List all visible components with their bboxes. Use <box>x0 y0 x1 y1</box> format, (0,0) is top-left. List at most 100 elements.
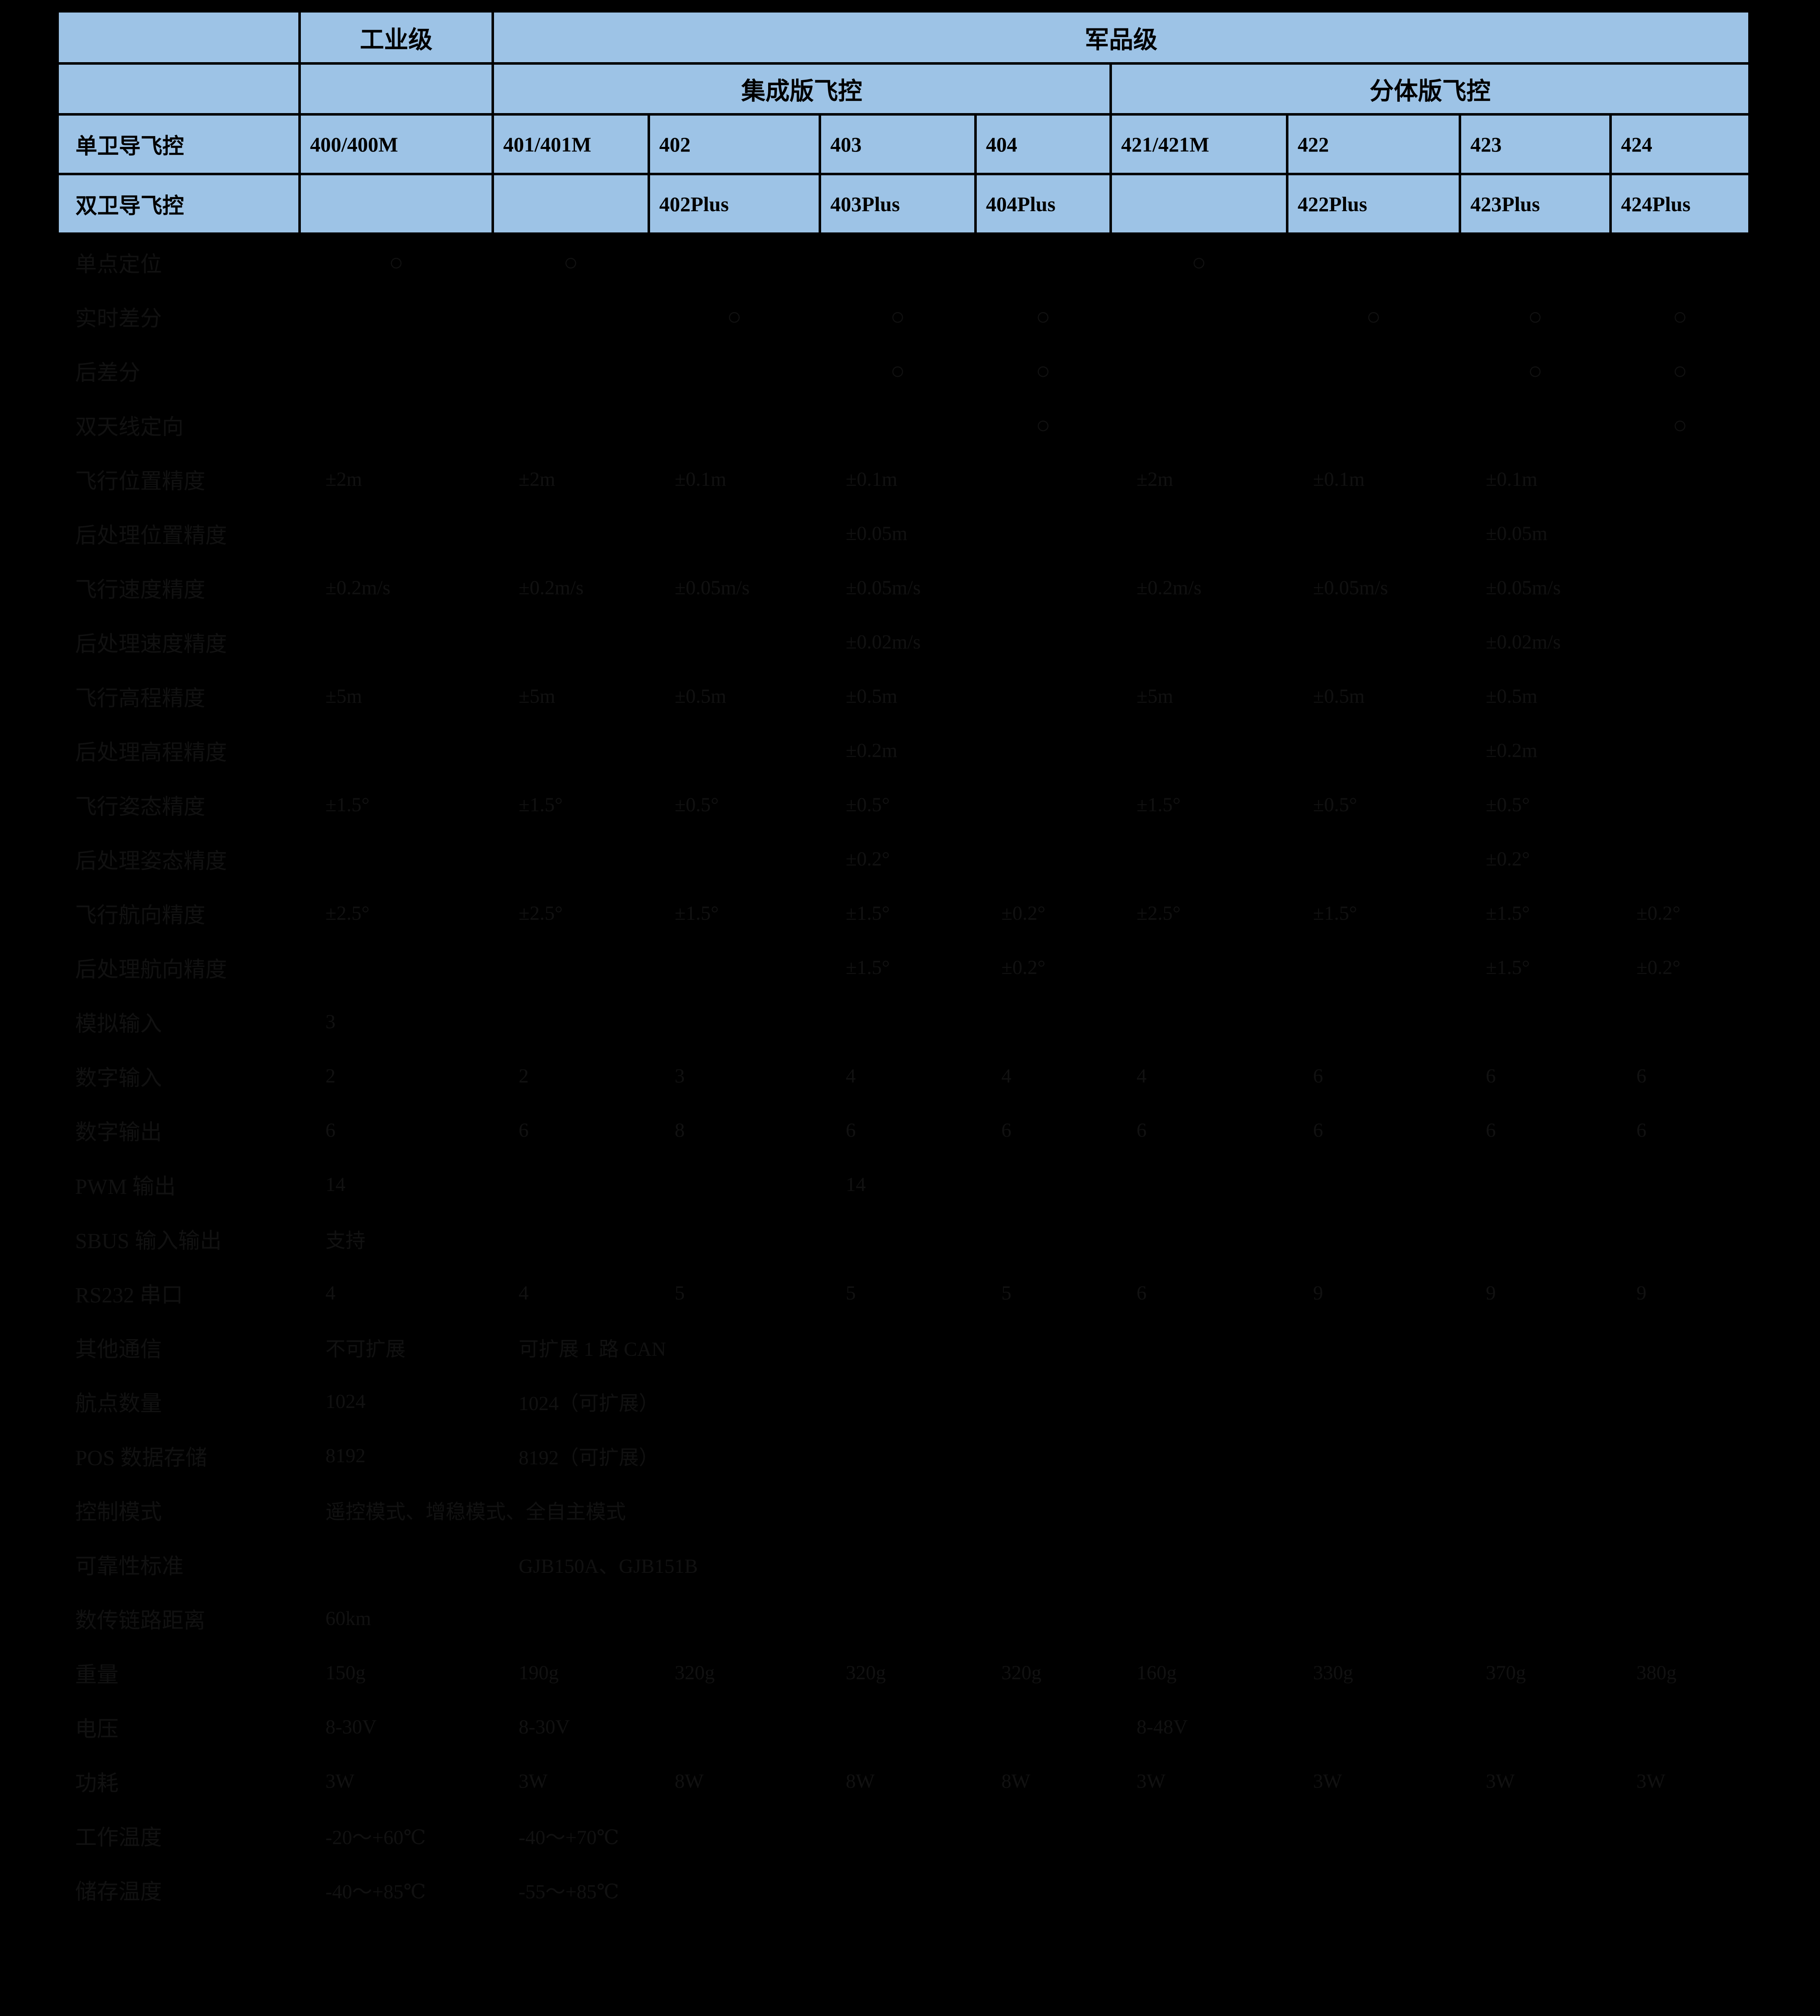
spec-cell <box>1611 1428 1749 1483</box>
spec-cell <box>976 1591 1111 1645</box>
spec-cell <box>1460 1700 1611 1754</box>
spec-cell <box>820 398 976 452</box>
spec-cell: ±5m <box>325 685 362 707</box>
table-row: 航点数量 1024 1024（可扩展） <box>58 1374 1749 1428</box>
spec-cell: 8192（可扩展） <box>519 1447 659 1469</box>
row-label: RS232 串口 <box>75 1283 183 1307</box>
spec-cell: 6 <box>846 1119 856 1141</box>
spec-cell <box>493 289 649 343</box>
spec-cell: ±0.2° <box>1486 848 1530 870</box>
model-cell: 402Plus <box>648 173 821 235</box>
spec-cell <box>1460 1591 1611 1645</box>
table-row: 数传链路距离 60km <box>58 1591 1749 1645</box>
spec-cell: 320g <box>1001 1661 1041 1684</box>
spec-cell <box>820 234 976 289</box>
spec-cell: 3W <box>519 1770 548 1792</box>
spec-cell <box>300 506 493 560</box>
spec-cell: ±1.5° <box>846 956 890 979</box>
spec-cell: 6 <box>1137 1282 1147 1304</box>
spec-cell: 190g <box>519 1661 559 1684</box>
spec-cell: ±0.5m <box>1313 685 1365 707</box>
spec-cell: 150g <box>325 1661 366 1684</box>
spec-cell: 1024 <box>325 1390 366 1413</box>
spec-cell: -40～+85℃ <box>325 1881 426 1903</box>
spec-cell <box>649 940 820 994</box>
spec-cell: 8192 <box>325 1444 366 1467</box>
spec-cell: ±0.2m <box>846 739 897 762</box>
spec-cell <box>1111 1157 1287 1211</box>
supported-circle-cell: ○ <box>1528 357 1543 384</box>
table-row: 后处理高程精度 ±0.2m ±0.2m <box>58 723 1749 777</box>
row-label: PWM 输出 <box>75 1175 176 1199</box>
spec-cell <box>493 506 649 560</box>
supported-circle-cell: ○ <box>1366 303 1381 330</box>
spec-cell <box>976 1862 1111 1917</box>
spec-cell <box>300 398 493 452</box>
row-label: 后处理高程精度 <box>75 741 227 765</box>
spec-cell: ±0.5° <box>846 793 890 816</box>
spec-cell <box>649 1374 820 1428</box>
spec-cell <box>493 1157 649 1211</box>
spec-cell: 4 <box>1137 1065 1147 1087</box>
spec-cell: 9 <box>1486 1282 1496 1304</box>
spec-cell <box>976 1320 1111 1374</box>
spec-cell <box>976 1157 1111 1211</box>
table-row: 数字输入 2 2 3 4 4 4 6 6 6 <box>58 1049 1749 1103</box>
spec-cell: 3 <box>675 1065 685 1087</box>
spec-cell <box>1460 398 1611 452</box>
spec-cell: 60km <box>325 1607 371 1630</box>
model-cell: 401/401M <box>492 113 650 175</box>
row-label: 工作温度 <box>75 1826 162 1850</box>
spec-cell <box>1287 1537 1460 1591</box>
row-label: 飞行速度精度 <box>75 578 206 602</box>
spec-cell <box>1611 615 1749 669</box>
spec-cell: 160g <box>1137 1661 1177 1684</box>
spec-cell: ±0.5° <box>675 793 719 816</box>
spec-cell <box>493 832 649 886</box>
table-row: 储存温度 -40～+85℃ -55～+85℃ <box>58 1862 1749 1917</box>
spec-cell <box>976 669 1111 723</box>
table-row: 实时差分 ○ ○ ○ ○ ○ ○ <box>58 289 1749 343</box>
row-label: 飞行姿态精度 <box>75 795 206 819</box>
spec-cell: ±0.2° <box>1001 902 1046 924</box>
spec-cell <box>1111 1320 1287 1374</box>
spec-cell: 8-30V <box>519 1716 570 1738</box>
spec-cell <box>1111 398 1287 452</box>
table-row: 飞行高程精度 ±5m ±5m ±0.5m ±0.5m ±5m ±0.5m ±0.5m <box>58 669 1749 723</box>
model-cell: 424 <box>1609 113 1751 175</box>
spec-cell <box>649 1428 820 1483</box>
single-nav-label: 单卫导飞控 <box>56 113 301 175</box>
spec-cell <box>493 1211 649 1266</box>
spec-cell: ±1.5° <box>325 793 370 816</box>
spec-cell <box>1611 1700 1749 1754</box>
spec-cell: 370g <box>1486 1661 1526 1684</box>
spec-cell: 1024（可扩展） <box>519 1393 659 1415</box>
spec-cell <box>1460 1428 1611 1483</box>
spec-cell: ±0.2° <box>1636 902 1681 924</box>
spec-cell: ±0.2m <box>1486 739 1538 762</box>
model-cell <box>298 173 494 235</box>
spec-cell: -20～+60℃ <box>325 1827 426 1849</box>
spec-cell: 不可扩展 <box>325 1338 406 1360</box>
model-cell: 403Plus <box>819 173 977 235</box>
spec-cell <box>1287 398 1460 452</box>
row-label: 数字输入 <box>75 1066 162 1090</box>
row-label: 后处理位置精度 <box>75 524 227 548</box>
spec-cell: ±0.2° <box>1636 956 1681 979</box>
header-row-dual-nav: 双卫导飞控 402Plus 403Plus 404Plus 422Plus 42… <box>56 173 1751 235</box>
supported-circle-cell: ○ <box>388 248 404 276</box>
spec-cell <box>649 506 820 560</box>
spec-cell <box>300 940 493 994</box>
spec-cell <box>1111 723 1287 777</box>
spec-cell: ±0.2° <box>1001 956 1046 979</box>
table-row: 后处理速度精度 ±0.02m/s ±0.02m/s <box>58 615 1749 669</box>
spec-cell: -40～+70℃ <box>519 1827 619 1849</box>
table-row: 模拟输入 3 <box>58 994 1749 1049</box>
spec-cell <box>1111 1211 1287 1266</box>
spec-cell <box>976 1483 1111 1537</box>
spec-cell: ±0.1m <box>846 468 897 490</box>
spec-cell: 可扩展 1 路 CAN <box>519 1338 666 1360</box>
spec-cell <box>300 723 493 777</box>
spec-cell: ±0.05m/s <box>846 576 921 599</box>
